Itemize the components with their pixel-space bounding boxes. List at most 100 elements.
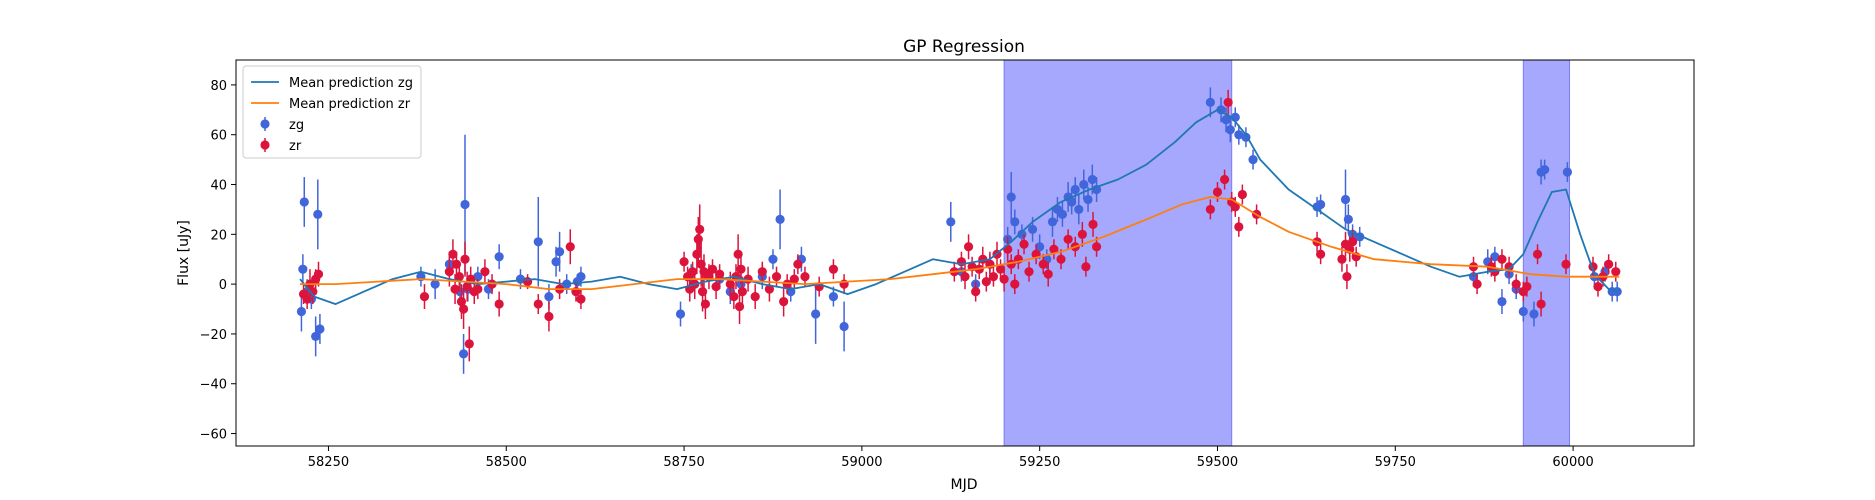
- point-zg-6: [313, 209, 323, 219]
- point-zr-14: [460, 254, 470, 264]
- point-zr-93: [1077, 229, 1087, 239]
- point-zr-74: [981, 277, 991, 287]
- point-zr-23: [523, 277, 533, 287]
- point-zr-22: [494, 299, 504, 309]
- point-zg-47: [1027, 224, 1038, 234]
- point-zr-54: [750, 291, 760, 302]
- point-zr-51: [736, 264, 746, 274]
- point-zr-99: [1219, 174, 1230, 185]
- point-zr-37: [695, 224, 705, 234]
- point-zg-78: [1497, 296, 1507, 307]
- point-zg-59: [1087, 174, 1097, 185]
- point-zg-56: [1074, 204, 1084, 215]
- point-zg-58: [1083, 194, 1093, 205]
- point-zr-124: [1536, 299, 1546, 309]
- plot-frame: [235, 59, 1695, 447]
- legend-label-3: zr: [289, 139, 302, 154]
- point-zr-60: [789, 274, 799, 284]
- point-zg-44: [1006, 192, 1016, 202]
- point-zr-89: [1049, 244, 1059, 254]
- chart-title: GP Regression: [903, 37, 1025, 57]
- point-zr-84: [1019, 239, 1029, 249]
- point-zr-52: [737, 287, 747, 297]
- point-zr-107: [1316, 249, 1326, 259]
- point-zr-129: [1604, 259, 1614, 269]
- point-zg-38: [839, 321, 849, 332]
- point-zg-32: [768, 254, 778, 264]
- point-zr-13: [458, 304, 469, 314]
- point-zg-48: [1035, 242, 1045, 252]
- point-zg-45: [1010, 217, 1020, 227]
- point-zr-120: [1511, 279, 1521, 289]
- point-zg-25: [576, 272, 586, 282]
- plot-content: [296, 60, 1622, 446]
- point-zr-24: [533, 299, 543, 309]
- point-zg-15: [473, 272, 483, 282]
- point-zg-61: [1205, 97, 1215, 107]
- y-tick-label-5: 40: [210, 179, 227, 194]
- point-zr-44: [711, 282, 721, 292]
- point-zg-66: [1234, 130, 1244, 140]
- point-zr-100: [1223, 97, 1233, 107]
- point-zg-72: [1343, 214, 1353, 224]
- point-zg-1: [298, 264, 308, 274]
- point-zg-37: [828, 291, 839, 302]
- series-zg: [296, 87, 1622, 374]
- point-zr-33: [688, 267, 698, 277]
- point-zg-39: [946, 217, 956, 227]
- point-zr-47: [729, 291, 739, 302]
- point-zr-6: [419, 291, 430, 302]
- x-tick-label-0: 58250: [308, 455, 349, 470]
- x-tick-label-6: 59750: [1375, 455, 1416, 470]
- point-zr-95: [1088, 219, 1098, 229]
- legend-box: [242, 65, 422, 159]
- point-zr-127: [1593, 282, 1603, 292]
- mean-line-zg: [299, 108, 1620, 305]
- point-zg-36: [811, 309, 821, 319]
- point-zg-9: [430, 279, 440, 289]
- point-zr-79: [999, 274, 1009, 284]
- point-zr-15: [462, 282, 472, 292]
- point-zg-5: [311, 331, 321, 342]
- point-zr-29: [576, 294, 586, 304]
- point-zr-112: [1348, 237, 1358, 247]
- point-zr-104: [1237, 189, 1247, 200]
- point-zg-52: [1057, 209, 1068, 219]
- point-zr-80: [1003, 244, 1013, 254]
- x-tick-label-7: 60000: [1552, 455, 1593, 470]
- point-zr-9: [450, 284, 460, 294]
- y-axis-label: Flux [uJy]: [176, 220, 192, 286]
- point-zr-62: [800, 272, 810, 282]
- point-zg-84: [1540, 164, 1550, 175]
- point-zg-55: [1070, 184, 1080, 195]
- point-zg-12: [458, 349, 469, 359]
- y-tick-label-0: −60: [200, 428, 227, 443]
- point-zr-61: [793, 259, 803, 269]
- legend-label-1: Mean prediction zr: [289, 97, 411, 112]
- x-tick-label-3: 59000: [841, 455, 882, 470]
- point-zr-56: [764, 284, 775, 294]
- point-zr-97: [1205, 204, 1215, 215]
- point-zr-108: [1337, 254, 1347, 264]
- point-zr-20: [480, 267, 490, 277]
- point-zr-76: [988, 272, 999, 282]
- legend-label-0: Mean prediction zg: [289, 76, 413, 91]
- point-zr-125: [1561, 259, 1571, 269]
- point-zr-30: [679, 257, 689, 267]
- point-zr-8: [448, 249, 458, 259]
- series-zr: [298, 89, 1621, 362]
- y-tick-label-4: 20: [210, 228, 227, 243]
- point-zr-64: [828, 264, 839, 274]
- point-zr-85: [1024, 267, 1034, 277]
- point-zr-55: [757, 267, 767, 277]
- point-zr-41: [700, 299, 711, 309]
- point-zr-16: [464, 339, 474, 349]
- point-zg-50: [1047, 217, 1058, 227]
- point-zr-96: [1091, 242, 1102, 252]
- x-tick-label-2: 58750: [663, 455, 704, 470]
- point-zg-57: [1079, 179, 1089, 190]
- legend-label-2: zg: [289, 118, 304, 133]
- point-zr-130: [1611, 267, 1621, 277]
- point-zr-122: [1522, 282, 1532, 292]
